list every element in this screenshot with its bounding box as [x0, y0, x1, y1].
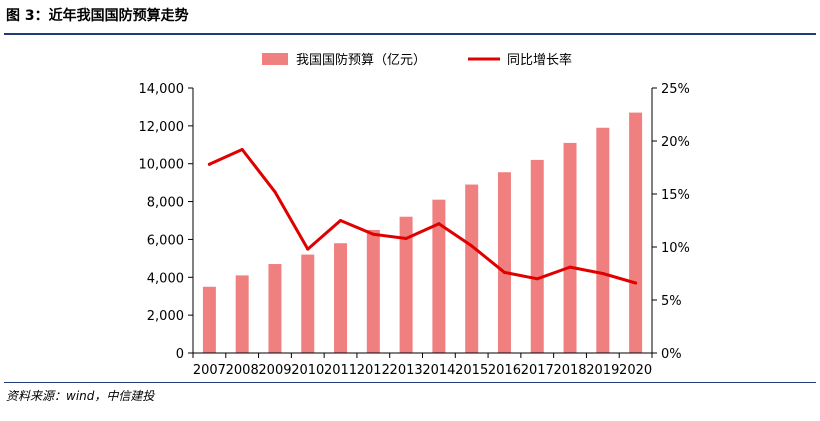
x-axis: 2007 2008 2009 2010 2011 2012 2013 2014 2015 2016… — [192, 352, 653, 378]
x-tick-label: 2013 — [390, 363, 423, 378]
budget-bar — [334, 243, 348, 353]
chart-legend: 我国国防预算（亿元） 同比增长率 — [262, 52, 572, 68]
x-tick-label: 2012 — [357, 363, 390, 378]
source-note: 资料来源：wind，中信建投 — [6, 389, 155, 403]
budget-bar — [399, 216, 413, 353]
right-tick-label: 10% — [661, 241, 690, 256]
legend-label-growth: 同比增长率 — [507, 52, 572, 68]
budget-bar — [530, 159, 544, 353]
left-tick-label: 8,000 — [147, 196, 184, 211]
budget-bar — [563, 142, 577, 353]
budget-bar — [629, 112, 643, 353]
growth-rate-point — [339, 219, 343, 222]
x-tick-label: 2016 — [488, 363, 521, 378]
budget-bar — [268, 264, 282, 353]
growth-rate-point — [404, 237, 408, 241]
left-tick-label: 0 — [176, 347, 184, 362]
legend-swatch-budget — [262, 53, 288, 65]
x-tick-label: 2019 — [586, 363, 619, 378]
growth-rate-line — [207, 147, 638, 285]
x-tick-label: 2014 — [422, 363, 455, 378]
title-divider — [4, 33, 816, 35]
x-tick-label: 2010 — [291, 363, 324, 378]
right-tick-label: 15% — [661, 188, 690, 203]
right-y-axis: 0% 5% 10% 15% 20% 25% — [651, 82, 690, 362]
x-tick-label: 2007 — [193, 363, 226, 378]
left-y-axis: 0 2,000 4,000 6,000 8,000 10,000 12,000 14,000 — [139, 82, 194, 362]
left-tick-label: 12,000 — [139, 120, 185, 135]
growth-rate-point — [371, 232, 375, 236]
right-tick-label: 0% — [661, 347, 682, 362]
legend-label-budget: 我国国防预算（亿元） — [296, 52, 426, 68]
growth-rate-point — [437, 222, 441, 226]
x-tick-label: 2020 — [619, 363, 652, 378]
x-tick-label: 2009 — [258, 363, 291, 378]
x-tick-label: 2008 — [226, 363, 259, 378]
budget-bar — [432, 199, 446, 353]
growth-rate-point — [634, 281, 638, 285]
figure-title: 图 3：近年我国国防预算走势 — [6, 8, 189, 24]
growth-rate-point — [207, 162, 211, 166]
budget-bar — [202, 286, 216, 353]
x-tick-label: 2011 — [324, 363, 357, 378]
growth-rate-point — [502, 270, 506, 274]
x-tick-label: 2017 — [521, 363, 554, 378]
growth-rate-point — [568, 265, 572, 269]
budget-bar — [301, 254, 315, 353]
left-tick-label: 4,000 — [147, 271, 184, 286]
x-tick-label: 2015 — [455, 363, 488, 378]
source-divider — [4, 382, 816, 383]
growth-rate-point — [601, 272, 605, 275]
budget-bar — [235, 275, 249, 353]
left-tick-label: 10,000 — [139, 158, 185, 173]
growth-rate-point — [306, 247, 310, 251]
growth-rate-point — [240, 147, 244, 151]
defense-budget-chart: 我国国防预算（亿元） 同比增长率 0 2,000 4,000 6,000 8,000 10,… — [139, 52, 690, 378]
budget-bar — [366, 229, 380, 353]
growth-rate-point — [470, 244, 474, 248]
growth-rate-polyline — [207, 148, 638, 285]
growth-rate-point — [535, 277, 539, 281]
left-tick-label: 2,000 — [147, 309, 184, 324]
budget-bars — [202, 112, 643, 353]
left-tick-label: 6,000 — [147, 233, 184, 248]
right-tick-label: 5% — [661, 294, 682, 309]
budget-bar — [596, 127, 610, 353]
right-tick-label: 20% — [661, 135, 690, 150]
right-tick-label: 25% — [661, 82, 690, 97]
budget-bar — [497, 172, 511, 353]
x-tick-label: 2018 — [553, 363, 586, 378]
budget-bar — [465, 184, 479, 353]
growth-rate-point — [273, 190, 277, 194]
left-tick-label: 14,000 — [139, 82, 185, 97]
